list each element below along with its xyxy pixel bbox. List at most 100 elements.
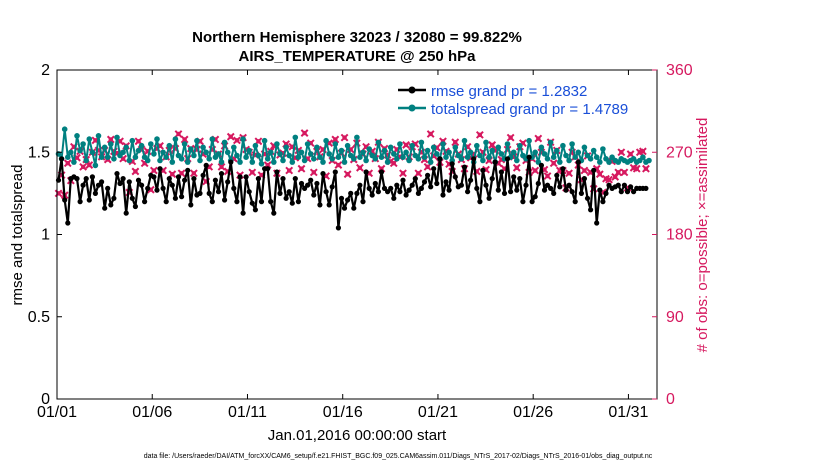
obs-marker [149, 166, 158, 175]
rmse-point [277, 190, 283, 196]
rmse-point [369, 192, 375, 198]
obs-marker-dot [634, 166, 639, 171]
rmse-point [449, 161, 455, 167]
y-axis-right-label: # of obs: o=possible; ×=assimilated [694, 118, 711, 353]
spread-point [108, 141, 114, 147]
spread-point [280, 157, 286, 164]
rmse-point [385, 189, 391, 195]
obs-marker-dot [545, 173, 550, 179]
rmse-point [526, 154, 532, 160]
spread-point [344, 142, 351, 149]
rmse-point [212, 177, 218, 183]
obs-marker-dot [299, 166, 304, 171]
obs-marker [620, 168, 629, 177]
rmse-point [139, 182, 145, 188]
spread-point [514, 157, 520, 164]
rmse-point [280, 176, 286, 182]
rmse-point [298, 180, 305, 187]
spread-point [289, 159, 296, 165]
spread-point [249, 159, 256, 165]
spread-point [98, 154, 105, 160]
rmse-point [569, 189, 575, 195]
spread-point [597, 159, 603, 165]
obs-marker [248, 168, 257, 177]
spread-point [317, 154, 323, 160]
obs-marker [131, 167, 140, 176]
obs-marker-dot [566, 171, 572, 176]
rmse-point [83, 176, 89, 182]
rmse-point [563, 187, 569, 193]
rmse-point [225, 179, 231, 185]
legend-spread-marker [408, 104, 416, 112]
rmse-point [142, 199, 148, 205]
rmse-point [591, 167, 597, 173]
rmse-point [461, 164, 468, 170]
obs-marker-dot [136, 139, 141, 144]
obs-marker [549, 159, 558, 168]
obs-marker [331, 135, 340, 144]
obs-marker-dot [182, 137, 187, 142]
rmse-point [551, 190, 557, 196]
spread-point [646, 157, 652, 164]
rmse-point [477, 199, 483, 205]
spread-point [191, 152, 197, 159]
rmse-point [166, 176, 172, 182]
y-right-tick-label-1: 90 [666, 309, 684, 326]
rmse-point [415, 190, 421, 196]
footer-datafile: data file: /Users/raeder/DAI/ATM_forcXX/… [144, 453, 653, 460]
obs-marker-dot [616, 170, 621, 175]
obs-marker-dot [179, 171, 184, 176]
spread-point [135, 147, 142, 154]
legend-spread-label: totalspread grand pr = 1.4789 [431, 101, 628, 118]
rmse-point [434, 180, 440, 187]
obs-marker [174, 130, 183, 138]
spread-point [246, 147, 252, 154]
spread-point [440, 141, 446, 147]
spread-point [526, 137, 532, 144]
rmse-point [135, 177, 142, 183]
spread-point [71, 159, 77, 165]
obs-marker-dot [87, 162, 92, 168]
rmse-series [55, 154, 649, 231]
rmse-point [498, 169, 504, 175]
x-tick-label-5: 01/26 [513, 404, 553, 421]
obs-marker [534, 134, 543, 143]
x-tick-label-3: 01/16 [323, 404, 363, 421]
rmse-point [123, 210, 129, 216]
obs-marker-dot [133, 169, 138, 174]
spread-point [474, 142, 480, 149]
rmse-point [163, 199, 169, 205]
spread-point [397, 141, 403, 147]
rmse-point [218, 171, 225, 177]
rmse-point [480, 167, 486, 173]
spread-point [218, 159, 225, 165]
rmse-point [237, 174, 243, 180]
rmse-point [74, 176, 80, 182]
rmse-point [157, 166, 163, 172]
rmse-point [179, 194, 185, 200]
spread-point [224, 149, 231, 156]
y-right-tick-label-4: 360 [666, 62, 693, 79]
spread-point [77, 147, 83, 154]
rmse-point [132, 203, 138, 210]
obs-marker [531, 166, 540, 175]
spread-point [434, 151, 440, 157]
spread-point [301, 157, 308, 164]
rmse-point [523, 182, 529, 188]
obs-marker-dot [622, 170, 627, 175]
rmse-point [234, 199, 240, 205]
rmse-point [615, 182, 621, 188]
obs-marker-dot [536, 136, 541, 141]
obs-marker [63, 159, 72, 168]
obs-marker-dot [582, 168, 587, 173]
rmse-point [529, 199, 535, 205]
rmse-point [501, 190, 508, 196]
obs-marker [614, 168, 623, 177]
rmse-point [92, 190, 98, 196]
spread-point [387, 144, 394, 151]
spread-point [200, 144, 206, 151]
rmse-point [80, 182, 86, 188]
obs-marker [217, 162, 226, 171]
obs-marker-dot [250, 170, 255, 175]
obs-marker [79, 162, 88, 171]
